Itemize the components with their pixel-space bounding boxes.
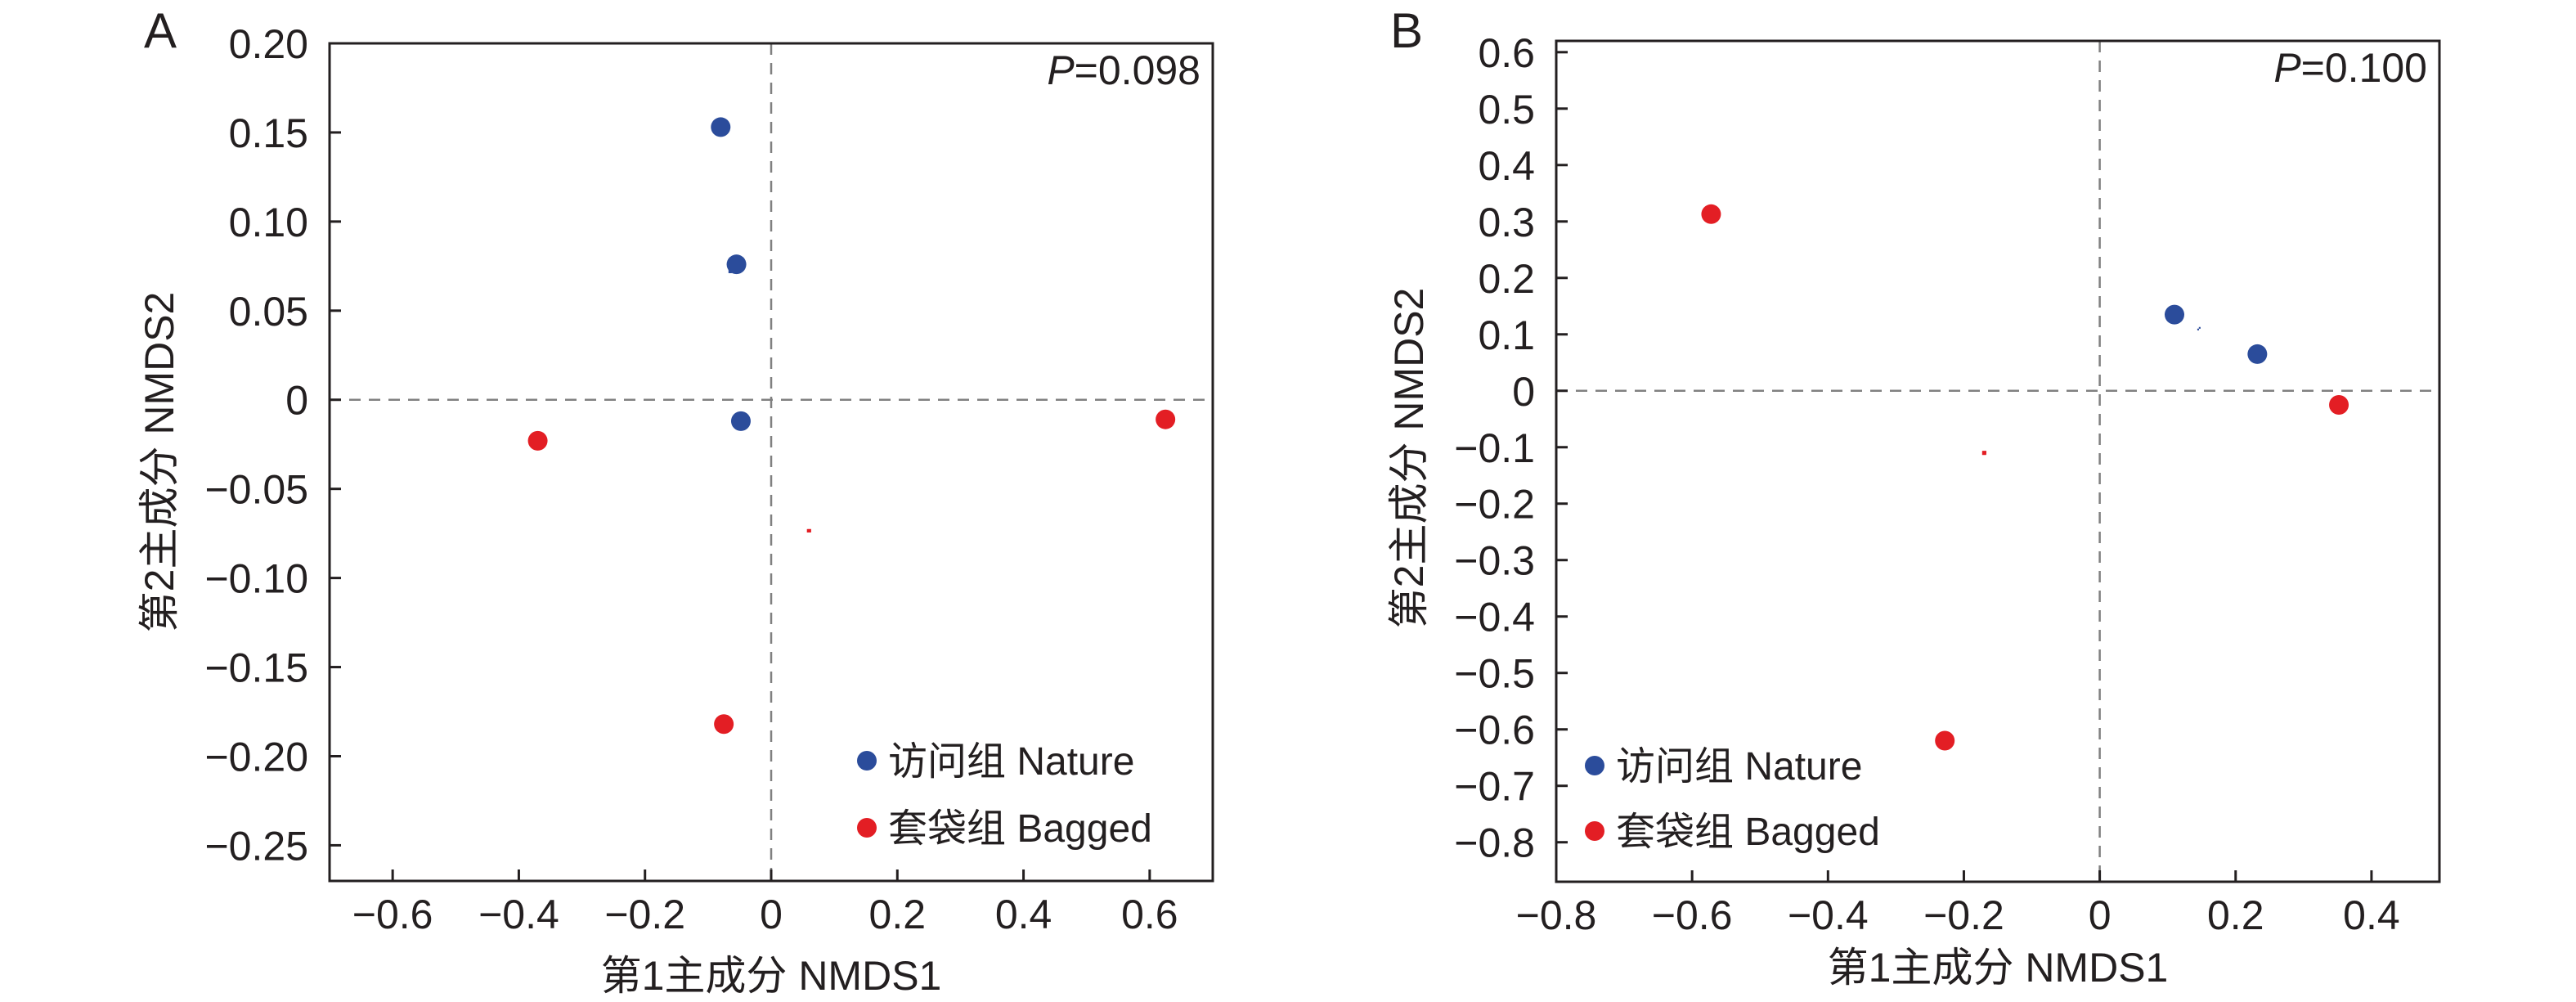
p-label-a: P <box>1047 47 1075 93</box>
p-value-annotation-a: P=0.098 <box>1047 47 1200 93</box>
panel-b: B −0.8 −0.6 −0.4 −0.2 0 0.2 0.4 0.60.50.40.30.… <box>1386 3 2441 991</box>
y-tick-label: −0.6 <box>1454 708 1535 753</box>
panel-label-b: B <box>1390 3 1423 58</box>
ellipses-a <box>728 269 811 532</box>
y-axis-label-b: 第2主成分 NMDS2 <box>1386 288 1432 629</box>
data-point-series-0-0 <box>2165 304 2184 325</box>
legend-marker-series-1 <box>857 818 877 838</box>
reference-lines-b <box>1556 41 2439 882</box>
y-tick-label: −0.3 <box>1454 538 1535 584</box>
legend-label-series-0: 访问组 Nature <box>888 740 1134 784</box>
panel-a: A −0.6 −0.4 −0.2 0 0.2 0.4 0.6 0.200.150.100.0… <box>137 3 1214 999</box>
y-tick-label: −0.25 <box>204 823 308 869</box>
y-tick-label: −0.5 <box>1454 651 1535 697</box>
p-value-a: =0.098 <box>1075 47 1200 93</box>
x-axis-ticks-b: −0.8 −0.6 −0.4 −0.2 0 0.2 0.4 <box>1516 870 2400 938</box>
y-tick-label: 0.6 <box>1478 30 1535 76</box>
x-tick-label: 0.2 <box>869 892 927 937</box>
legend-marker-series-0 <box>1585 756 1604 775</box>
x-axis-label-a: 第1主成分 NMDS1 <box>601 953 942 999</box>
legend-b: 访问组 Nature 套袋组 Bagged <box>1585 745 1880 854</box>
y-axis-ticks-a: 0.20 0.15 0.10 0.05 0 −0.05 −0.10 −0.15 −0.20 −0.… <box>204 21 341 869</box>
data-point-series-0-0 <box>711 117 731 137</box>
data-point-series-0-1 <box>2247 344 2268 364</box>
data-point-series-1-1 <box>1935 730 1955 751</box>
y-tick-label: 0.3 <box>1478 200 1535 245</box>
p-value-annotation-b: P=0.100 <box>2273 45 2427 91</box>
y-tick-label: −0.05 <box>204 467 308 513</box>
y-tick-label: −0.10 <box>204 556 308 602</box>
legend-marker-series-0 <box>857 751 877 771</box>
plot-frame-b <box>1555 39 2441 883</box>
y-tick-label: 0.5 <box>1478 87 1535 133</box>
y-axis-ticks-b: 0.6 0.5 0.4 0.3 0.2 0.1 0 −0.1 −0.2 −0.3 −0.4 −0.5 −… <box>1454 30 1568 866</box>
legend-a: 访问组 Nature 套袋组 Bagged <box>857 740 1152 851</box>
x-axis-label-b: 第1主成分 NMDS1 <box>1828 945 2169 991</box>
legend-label-series-1: 套袋组 Bagged <box>1616 811 1880 854</box>
data-point-series-1-0 <box>1701 204 1721 224</box>
data-point-series-0-1 <box>726 254 747 275</box>
panel-label-a: A <box>144 3 177 58</box>
y-tick-label: 0.05 <box>229 289 308 335</box>
data-point-series-0-2 <box>730 411 751 431</box>
y-tick-label: 0.1 <box>1478 312 1535 358</box>
x-tick-label: 0 <box>760 892 783 937</box>
x-tick-label: −0.8 <box>1516 892 1597 938</box>
x-tick-label: 0 <box>2089 892 2112 938</box>
y-tick-label: −0.7 <box>1454 764 1535 810</box>
p-label-b: P <box>2273 45 2301 91</box>
x-tick-label: −0.4 <box>1788 892 1869 938</box>
y-tick-label: −0.15 <box>204 645 308 691</box>
x-tick-label: 0.4 <box>995 892 1052 937</box>
x-tick-label: −0.2 <box>1923 892 2004 938</box>
data-point-series-1-2 <box>714 714 734 735</box>
reference-lines-a <box>330 43 1213 881</box>
x-tick-label: 0.2 <box>2207 892 2264 938</box>
y-tick-label: −0.1 <box>1454 425 1535 471</box>
y-tick-label: 0.10 <box>229 200 308 245</box>
x-axis-ticks-a: −0.6 −0.4 −0.2 0 0.2 0.4 0.6 <box>352 869 1178 937</box>
x-tick-label: 0.4 <box>2343 892 2400 938</box>
x-tick-label: −0.4 <box>478 892 559 937</box>
y-tick-label: −0.4 <box>1454 595 1535 640</box>
y-tick-label: 0 <box>1512 369 1535 415</box>
y-tick-label: −0.8 <box>1454 820 1535 866</box>
data-point-series-1-0 <box>527 430 548 451</box>
data-point-series-1-2 <box>2329 395 2349 416</box>
y-axis-label-a: 第2主成分 NMDS2 <box>137 292 182 633</box>
y-tick-label: 0 <box>285 378 308 424</box>
x-tick-label: −0.6 <box>352 892 433 937</box>
ellipses-b <box>1981 326 2201 456</box>
legend-marker-series-1 <box>1585 821 1604 841</box>
y-tick-label: 0.15 <box>229 110 308 156</box>
points-a <box>527 117 1176 735</box>
data-point-series-1-1 <box>1156 409 1176 429</box>
y-tick-label: 0.4 <box>1478 143 1535 189</box>
x-tick-label: 0.6 <box>1121 892 1178 937</box>
y-tick-label: −0.2 <box>1454 482 1535 528</box>
points-b <box>1701 204 2349 751</box>
y-tick-label: 0.20 <box>229 21 308 67</box>
x-tick-label: −0.2 <box>604 892 685 937</box>
legend-label-series-0: 访问组 Nature <box>1616 745 1862 789</box>
legend-label-series-1: 套袋组 Bagged <box>888 807 1152 851</box>
ellipse-series-1 <box>1981 451 1986 456</box>
p-value-b: =0.100 <box>2301 45 2427 91</box>
y-tick-label: −0.20 <box>204 734 308 780</box>
x-tick-label: −0.6 <box>1652 892 1733 938</box>
y-tick-label: 0.2 <box>1478 256 1535 302</box>
